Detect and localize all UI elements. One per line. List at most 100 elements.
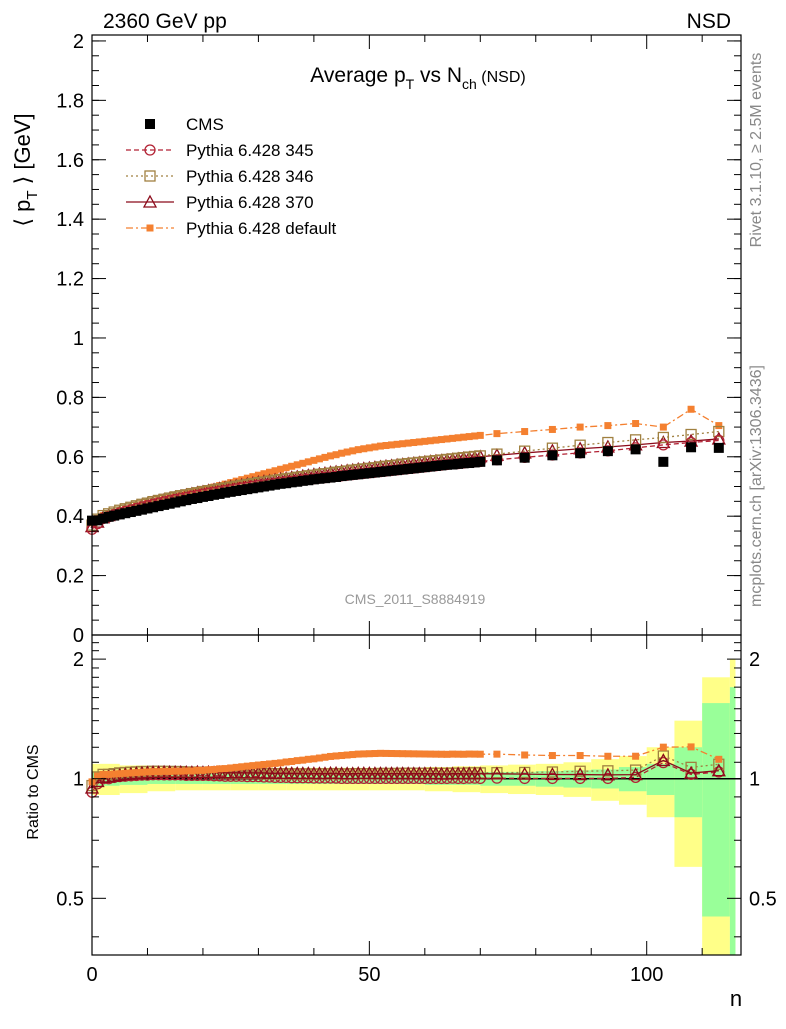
main-data-point bbox=[353, 469, 364, 480]
main-data-point bbox=[332, 451, 340, 459]
main-data-point bbox=[347, 469, 358, 480]
main-y-tick-label: 1.2 bbox=[56, 269, 84, 291]
main-data-point bbox=[266, 468, 274, 476]
legend-marker bbox=[144, 170, 156, 182]
chart-title-part-c: (NSD) bbox=[477, 69, 526, 86]
ratio-data-point bbox=[443, 750, 451, 758]
main-data-point bbox=[293, 461, 301, 469]
main-data-point bbox=[453, 458, 464, 469]
main-data-point bbox=[131, 505, 142, 516]
main-data-point bbox=[713, 425, 725, 438]
main-data-point bbox=[197, 491, 208, 502]
main-data-point bbox=[521, 428, 529, 436]
main-series-line bbox=[91, 439, 719, 530]
main-y-tick-label: 1 bbox=[73, 328, 84, 350]
main-data-point bbox=[203, 490, 214, 501]
ratio-data-point bbox=[489, 766, 505, 780]
rivet-label: Rivet 3.1.10, ≥ 2.5M events bbox=[748, 53, 765, 248]
main-data-point bbox=[460, 433, 468, 441]
main-data-point bbox=[253, 482, 264, 493]
ratio-data-point bbox=[713, 766, 725, 778]
main-series-pythia-6-428-345 bbox=[86, 434, 725, 535]
main-data-point bbox=[220, 487, 231, 498]
main-data-point bbox=[369, 467, 380, 478]
main-data-point bbox=[310, 456, 318, 464]
main-data-point bbox=[464, 458, 475, 469]
legend-entry-pythia-6-428-370: Pythia 6.428 370 bbox=[126, 193, 314, 212]
ratio-y-tick-label-right: 1 bbox=[749, 769, 760, 791]
ratio-y-tick-label: 2 bbox=[73, 649, 84, 671]
main-data-point bbox=[575, 448, 586, 459]
ratio-data-point bbox=[310, 755, 318, 763]
main-data-point bbox=[449, 434, 457, 442]
ratio-data-point bbox=[304, 755, 312, 763]
main-y-tick-label: 1.4 bbox=[56, 209, 84, 231]
main-data-point bbox=[164, 498, 175, 509]
ratio-data-point bbox=[149, 768, 157, 776]
legend-entry-pythia-6-428-345: Pythia 6.428 345 bbox=[126, 141, 314, 160]
main-y-tick-label: 0.4 bbox=[56, 506, 84, 528]
x-tick-label: 100 bbox=[630, 964, 663, 986]
main-data-point bbox=[321, 453, 329, 461]
x-tick-label: 50 bbox=[358, 964, 380, 986]
main-data-point bbox=[432, 436, 440, 444]
ratio-data-point bbox=[432, 750, 440, 758]
ratio-data-point bbox=[282, 758, 290, 766]
main-data-point bbox=[260, 470, 268, 478]
ratio-data-point bbox=[573, 767, 588, 781]
ratio-data-point bbox=[315, 754, 323, 762]
ratio-data-point bbox=[277, 759, 285, 767]
ratio-y-tick-label-right: 2 bbox=[749, 649, 760, 671]
legend-marker bbox=[144, 144, 156, 156]
main-data-point bbox=[447, 459, 458, 470]
main-data-point bbox=[275, 478, 286, 489]
main-data-point bbox=[375, 466, 386, 477]
main-data-point bbox=[604, 422, 612, 430]
ratio-data-point bbox=[221, 765, 229, 773]
ratio-data-point bbox=[132, 769, 140, 777]
main-data-point bbox=[142, 503, 153, 514]
main-data-point bbox=[491, 455, 502, 466]
main-data-point bbox=[471, 432, 479, 440]
ratio-data-point bbox=[388, 750, 396, 758]
ratio-data-point bbox=[94, 772, 102, 780]
ratio-data-point bbox=[404, 750, 412, 758]
ratio-data-point bbox=[143, 768, 151, 776]
ratio-data-point bbox=[160, 767, 168, 775]
ratio-data-point bbox=[574, 765, 586, 777]
main-data-point bbox=[382, 441, 390, 449]
main-data-point bbox=[319, 473, 330, 484]
main-data-point bbox=[493, 430, 501, 438]
ratio-data-point bbox=[517, 766, 532, 780]
main-data-point bbox=[343, 448, 351, 456]
ratio-data-point bbox=[437, 750, 445, 758]
series-layer bbox=[84, 405, 726, 798]
ratio-data-point bbox=[177, 767, 185, 775]
main-data-point bbox=[436, 460, 447, 471]
ratio-data-point bbox=[155, 768, 163, 776]
main-data-point bbox=[686, 442, 697, 453]
main-data-point bbox=[547, 450, 558, 461]
ratio-data-point bbox=[602, 765, 614, 777]
ratio-data-point bbox=[371, 750, 379, 758]
chart-title-part-a: Average p bbox=[310, 64, 405, 87]
ratio-data-point bbox=[182, 767, 190, 775]
ratio-data-point bbox=[493, 750, 501, 758]
main-y-tick-label: 1.6 bbox=[56, 150, 84, 172]
main-data-point bbox=[120, 508, 131, 519]
main-data-point bbox=[360, 445, 368, 453]
main-data-point bbox=[371, 443, 379, 451]
legend-marker bbox=[142, 194, 158, 208]
ratio-data-point bbox=[687, 743, 695, 751]
main-data-point bbox=[404, 439, 412, 447]
ratio-data-point bbox=[659, 743, 667, 751]
legend-entry-cms: CMS bbox=[145, 115, 224, 134]
ratio-data-point bbox=[338, 752, 346, 760]
ratio-data-point bbox=[604, 752, 612, 760]
ratio-data-point bbox=[449, 750, 457, 758]
main-data-point bbox=[476, 431, 484, 439]
ratio-data-point bbox=[600, 767, 615, 781]
main-data-point bbox=[386, 465, 397, 476]
main-data-point bbox=[159, 499, 170, 510]
main-data-point bbox=[657, 439, 669, 451]
